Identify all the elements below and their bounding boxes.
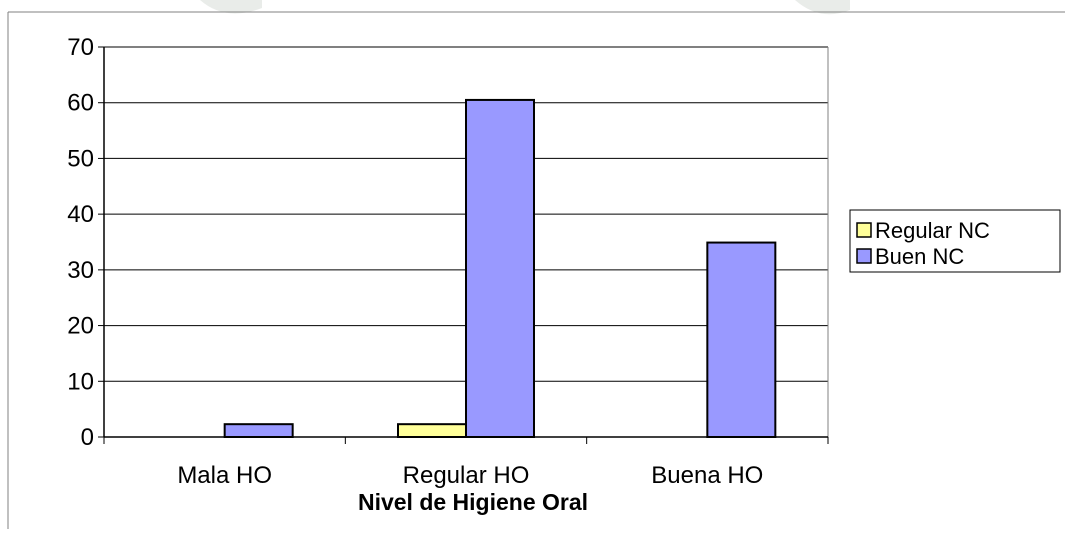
bar-buen-nc-mala-ho [223,423,294,438]
legend-box [849,209,1061,273]
y-tick-label: 30 [67,257,94,284]
x-tick-label: Mala HO [177,462,272,489]
background-watermark [200,0,850,15]
y-tick-label: 70 [67,34,94,61]
y-tick-label: 40 [67,201,94,228]
y-tick-label: 20 [67,313,94,340]
axes [98,46,829,444]
legend-swatch [856,248,872,264]
legend-label: Regular NC [875,218,990,243]
y-tick-labels: 0 10 20 30 40 50 60 70 [67,34,94,451]
bar-buen-nc-buena-ho [706,241,777,438]
legend-label: Buen NC [875,244,964,269]
x-tick-label: Regular HO [403,462,530,489]
y-tick-label: 50 [67,145,94,172]
y-tick-label: 10 [67,368,94,395]
y-tick-label: 60 [67,90,94,117]
legend-swatch [856,222,872,238]
bar-buen-nc-regular-ho [465,98,535,439]
bar-regular-nc-regular-ho [397,423,467,438]
x-tick-label: Buena HO [651,462,763,489]
bars [223,98,777,439]
x-axis-label: Nivel de Higiene Oral [358,489,588,515]
x-tick-labels: Mala HO Regular HO Buena HO [177,462,763,489]
y-tick-label: 0 [81,424,94,451]
